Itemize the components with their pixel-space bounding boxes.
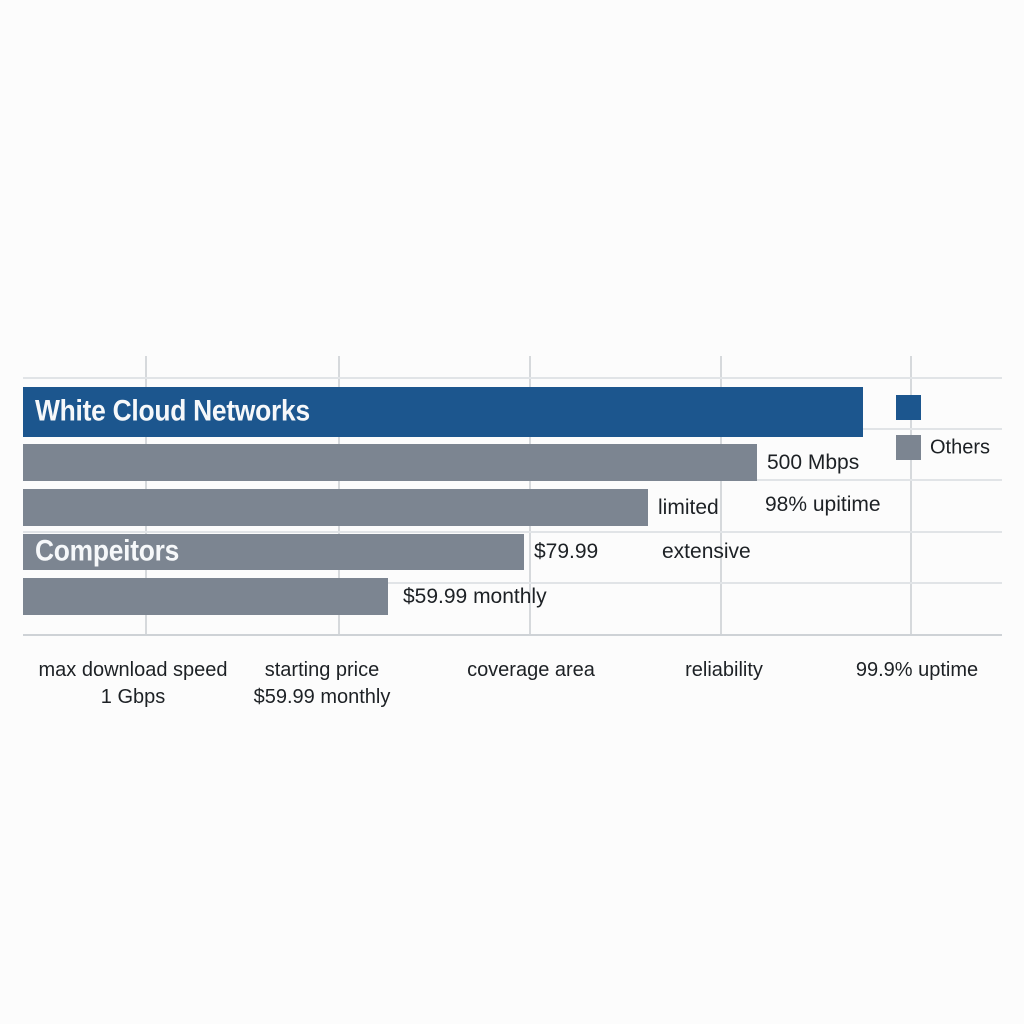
value-label-others-download-speed: 500 Mbps bbox=[767, 450, 860, 474]
x-axis-label-line2: 1 Gbps bbox=[100, 686, 166, 708]
legend-swatch-others bbox=[896, 435, 921, 460]
x-axis-label: coverage area bbox=[467, 657, 595, 684]
legend-swatch-primary bbox=[896, 395, 921, 420]
vertical-gridline bbox=[910, 356, 912, 634]
x-axis-label: reliability bbox=[685, 657, 763, 684]
annotation-label: 98% upitime bbox=[765, 492, 881, 516]
x-axis-label: starting price $59.99 monthly bbox=[254, 657, 391, 711]
bar-competitors: Compeitors bbox=[23, 534, 524, 570]
x-axis-label-line2: $59.99 monthly bbox=[253, 686, 391, 708]
x-axis-label-line1: max download speed bbox=[38, 659, 228, 681]
x-axis-label: 99.9% uptime bbox=[856, 657, 978, 684]
x-axis-label: max download speed 1 Gbps bbox=[38, 657, 227, 711]
bar-white-cloud-networks: White Cloud Networks bbox=[23, 387, 863, 437]
bar-label-competitors: Compeitors bbox=[35, 534, 180, 568]
horizontal-gridline bbox=[23, 377, 1002, 379]
value-label-others-price: $59.99 monthly bbox=[403, 584, 547, 608]
value-label-others-coverage: limited bbox=[658, 495, 719, 519]
value-label-competitors: $79.99 bbox=[534, 540, 599, 563]
vertical-gridline bbox=[720, 356, 722, 634]
x-axis-label-line1: coverage area bbox=[467, 659, 595, 681]
bar-others-price bbox=[23, 578, 388, 615]
axis-baseline bbox=[23, 634, 1002, 636]
x-axis-label-line1: 99.9% uptime bbox=[855, 659, 979, 681]
x-axis-label-line1: reliability bbox=[685, 659, 763, 681]
annotation-label: extensive bbox=[662, 540, 751, 563]
bar-others-download-speed bbox=[23, 444, 757, 481]
horizontal-gridline bbox=[23, 582, 1002, 584]
bar-label-white-cloud-networks: White Cloud Networks bbox=[35, 394, 310, 428]
horizontal-gridline bbox=[23, 531, 1002, 533]
legend-label-others: Others bbox=[930, 436, 991, 458]
x-axis-label-line1: starting price bbox=[264, 659, 380, 681]
bar-others-coverage bbox=[23, 489, 648, 526]
